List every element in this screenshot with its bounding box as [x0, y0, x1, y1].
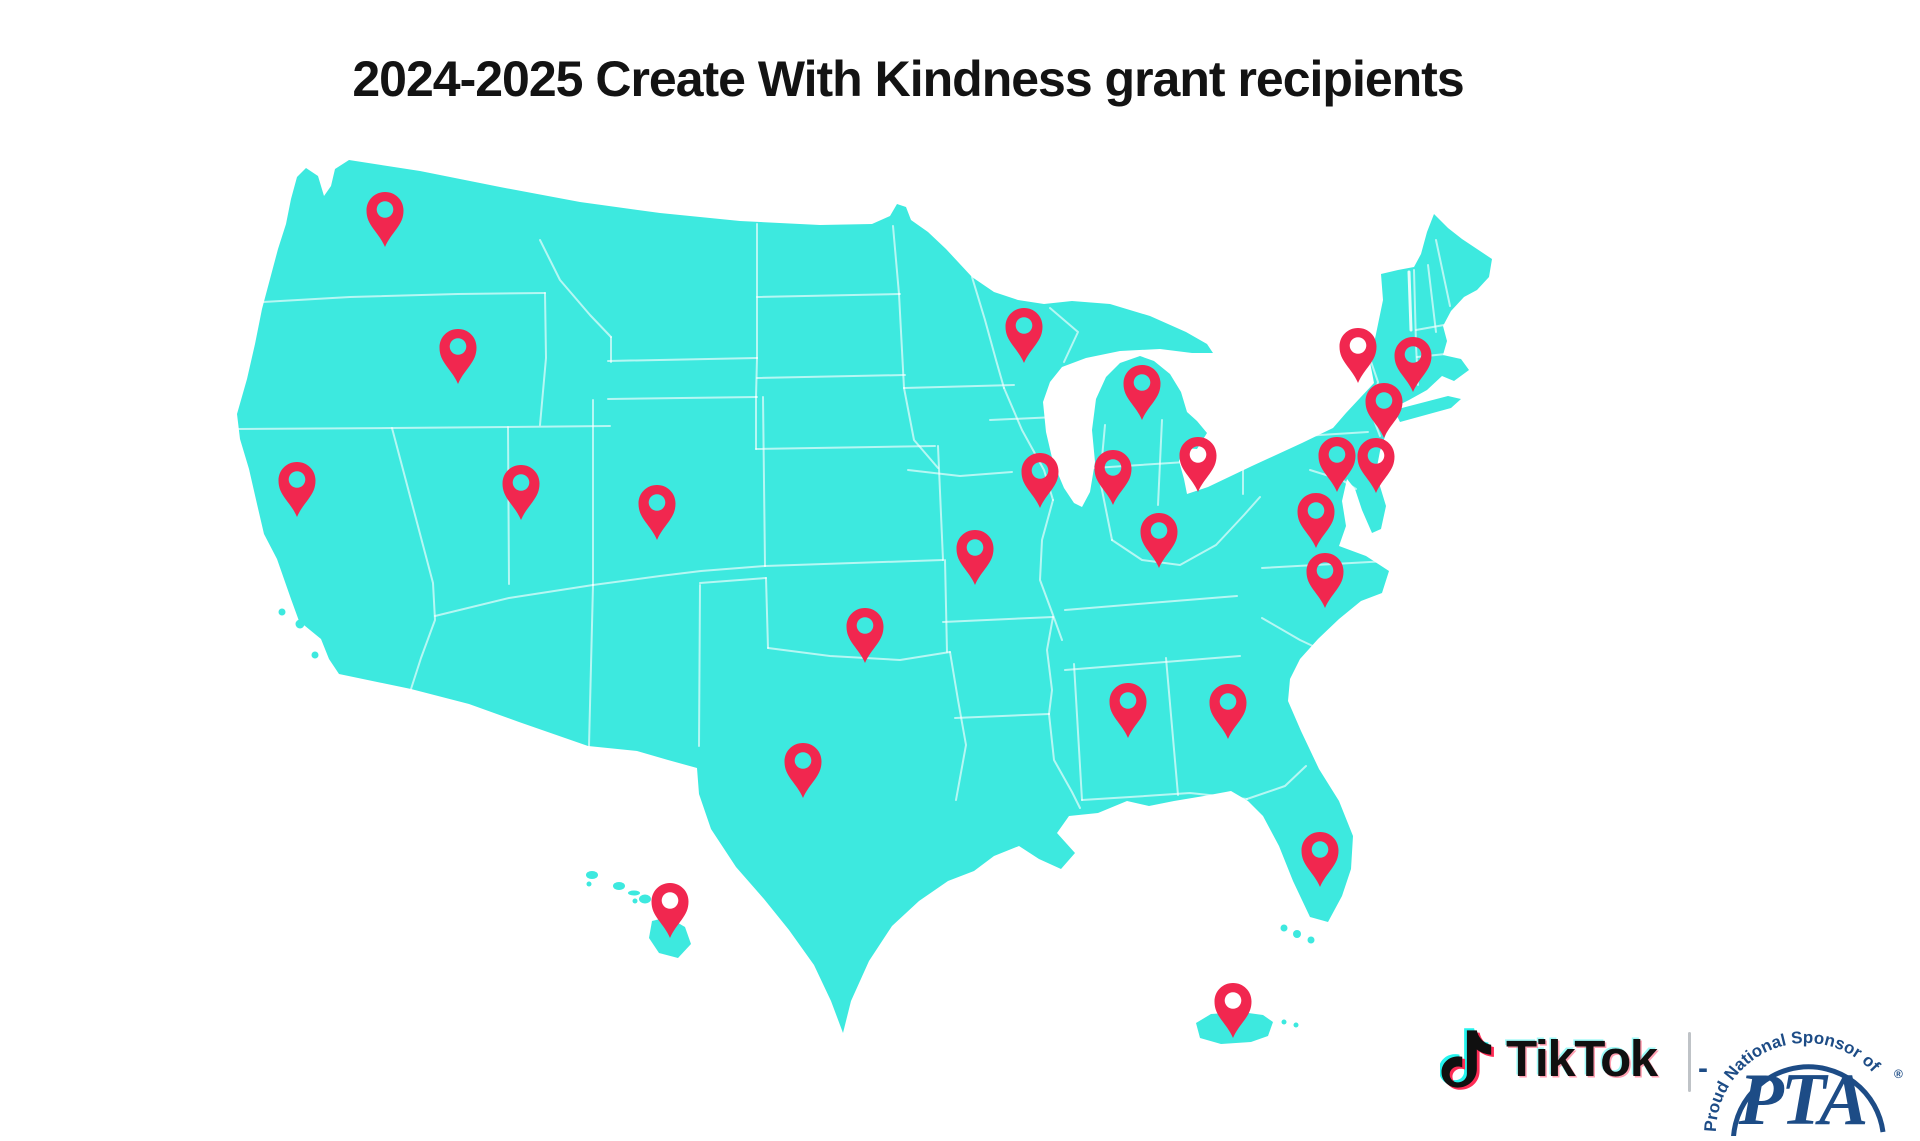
location-pin-oklahoma: Oklahoma — [846, 608, 884, 663]
lockup-dash: - — [1698, 1052, 1708, 1085]
location-pin-missouri: Missouri — [956, 530, 994, 585]
page-title: 2024-2025 Create With Kindness grant rec… — [352, 51, 1464, 107]
pta-logo: Proud National Sponsor of PTA ® — [1701, 1028, 1903, 1141]
location-pin-utah: Utah — [502, 465, 540, 520]
long-island — [1394, 396, 1461, 422]
location-pin-washington: Washington — [366, 192, 404, 247]
location-pin-alabama: Alabama — [1109, 683, 1147, 738]
pta-wordmark: PTA — [1738, 1059, 1866, 1136]
location-pin-new-jersey: New Jersey — [1365, 383, 1403, 438]
footer-logos: TikTok - Proud National Sponsor of PTA ® — [1440, 1012, 1910, 1141]
tiktok-wordmark: TikTok — [1506, 1029, 1658, 1087]
map-land — [237, 160, 1492, 1044]
tiktok-note-icon — [1440, 1028, 1494, 1090]
location-pin-massachusetts: Massachusetts — [1394, 337, 1432, 392]
location-pin-wisconsin: Wisconsin — [1005, 308, 1043, 363]
location-pin-virginia: Virginia — [1297, 493, 1335, 548]
location-pin-colorado: Colorado — [638, 485, 676, 540]
tiktok-logo: TikTok — [1440, 1026, 1658, 1090]
pta-registered-mark: ® — [1894, 1067, 1903, 1081]
location-pin-indiana: Indiana — [1094, 450, 1132, 505]
location-pin-southern-indiana: Southern Indiana — [1140, 513, 1178, 568]
location-pin-new-york: New York — [1339, 328, 1377, 383]
location-pin-maryland: Maryland — [1318, 437, 1356, 492]
location-pin-florida: Florida — [1301, 832, 1339, 887]
hawaii-islands — [586, 871, 691, 958]
location-pin-michigan: Michigan — [1123, 365, 1161, 420]
puerto-rico — [1196, 1012, 1299, 1044]
pta-swoosh-arc — [1730, 1064, 1886, 1141]
lockup-divider — [1688, 1032, 1691, 1092]
pins-layer: Washington Montana California Utah Colorado O… — [278, 192, 1432, 1038]
location-pin-california: California — [278, 462, 316, 517]
location-pin-texas: Texas — [784, 743, 822, 798]
location-pin-puerto-rico: Puerto Rico — [1214, 983, 1252, 1038]
location-pin-hawaii: Hawaii — [651, 883, 689, 938]
location-pin-north-carolina: North Carolina — [1306, 553, 1344, 608]
location-pin-illinois: Illinois — [1021, 453, 1059, 508]
location-pin-ohio: Ohio — [1179, 437, 1217, 492]
location-pin-delaware: Delaware — [1357, 438, 1395, 493]
location-pin-montana: Montana — [439, 329, 477, 384]
location-pin-georgia: Georgia — [1209, 684, 1247, 739]
